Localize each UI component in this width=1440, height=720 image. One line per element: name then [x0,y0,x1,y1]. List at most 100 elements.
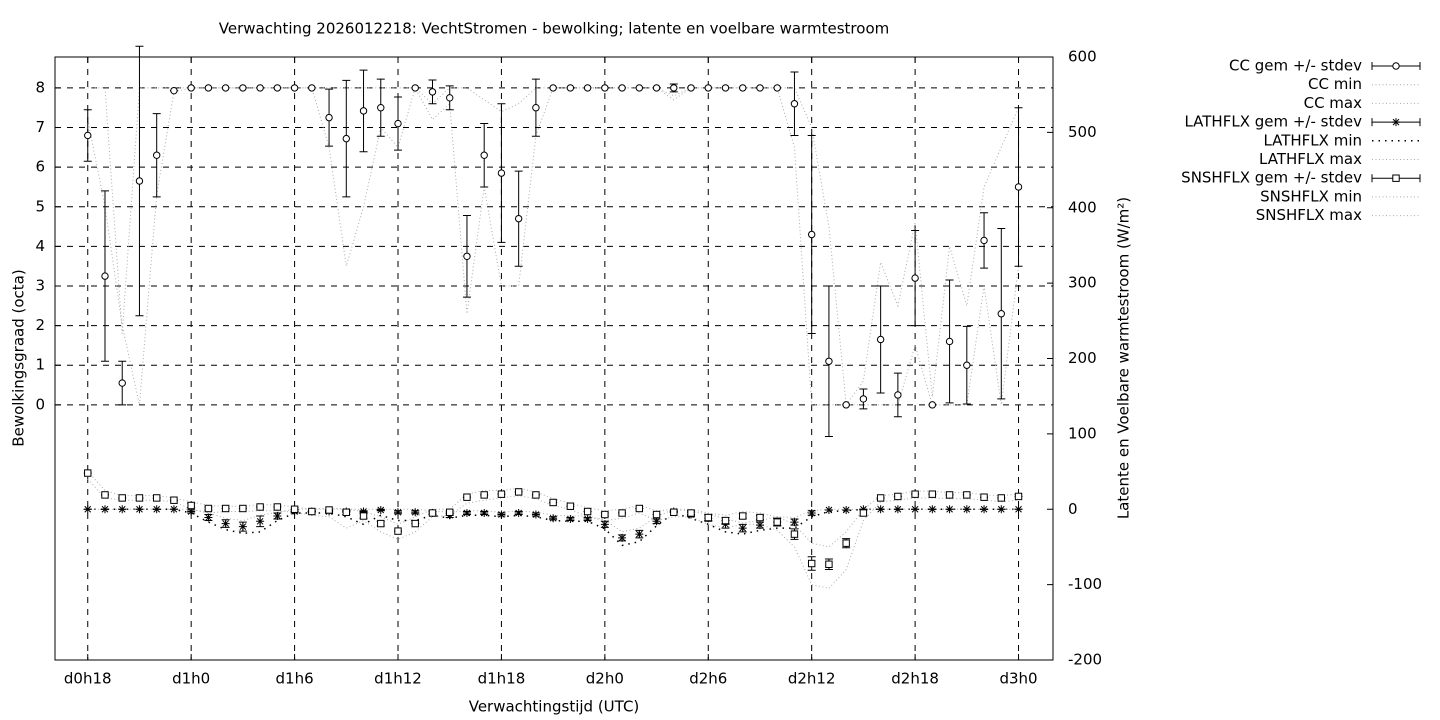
series-line [87,478,1019,589]
marker [963,361,971,369]
y2-tick-label: 300 [1068,274,1097,292]
marker [549,514,558,523]
marker [497,169,506,177]
legend-label: LATHFLX gem +/- stdev [1184,113,1362,131]
marker [618,84,626,92]
marker [618,509,626,517]
marker [101,491,109,499]
marker [514,214,523,223]
marker [980,236,988,245]
x-tick-label: d2h6 [689,670,727,688]
legend-label: CC min [1308,75,1362,93]
marker [204,84,213,92]
marker [739,512,747,520]
marker [411,519,419,528]
marker [359,107,368,115]
marker [411,84,419,92]
legend-marker [1392,62,1400,70]
marker [842,506,851,515]
marker [169,505,178,514]
marker [325,113,333,122]
marker [962,505,971,514]
y-tick-label: 7 [35,118,45,136]
y2-axis-label: Latente en Voelbare warmtestroom (W/m²) [1115,197,1133,519]
marker [652,84,661,92]
marker [256,517,265,526]
marker [135,494,144,502]
marker [635,530,644,539]
marker [308,507,316,516]
y-tick-label: 4 [35,237,45,255]
marker [601,510,609,519]
marker [446,508,454,516]
marker [290,505,299,513]
marker [790,530,799,538]
legend-label: SNSHFLX min [1260,187,1362,205]
y-tick-label: 5 [35,197,45,215]
y-axis-label: Bewolkingsgraad (octa) [10,269,28,446]
y2-tick-label: 100 [1068,424,1097,442]
y-tick-label: 6 [35,158,45,176]
marker [652,510,661,519]
y-tick-label: 8 [35,78,45,96]
marker [377,104,385,112]
marker [1014,505,1023,514]
marker [893,505,902,514]
marker [945,337,954,346]
marker [670,508,678,516]
marker [135,177,144,185]
marker [755,521,764,530]
legend-label: CC max [1304,94,1363,112]
marker [187,84,195,92]
marker [204,504,213,513]
marker [601,84,609,92]
x-tick-label: d2h12 [788,670,836,688]
x-tick-label: d1h6 [276,670,314,688]
marker [583,515,592,524]
marker [273,503,282,511]
marker [635,504,644,513]
marker [480,151,488,159]
y-tick-label: 0 [35,395,45,413]
x-tick-label: d1h18 [478,670,526,688]
marker [497,490,506,498]
marker [463,493,471,501]
marker [721,520,730,529]
marker [84,131,92,140]
marker [308,84,316,92]
marker [928,505,937,514]
y2-tick-label: -200 [1068,651,1102,669]
marker [790,518,799,527]
marker [83,505,92,514]
marker [359,507,368,516]
legend-label: LATHFLX max [1259,150,1362,168]
marker [566,84,575,92]
x-tick-label: d2h18 [891,670,939,688]
marker [497,510,506,519]
marker [359,512,368,520]
marker [963,491,971,499]
legend-label: SNSHFLX gem +/- stdev [1181,169,1362,187]
marker [463,252,471,260]
marker [187,501,195,510]
marker [531,510,540,519]
marker [446,94,454,102]
marker [894,492,902,501]
marker [773,84,781,92]
marker [549,498,557,507]
y2-tick-label: 500 [1068,123,1097,141]
x-tick-label: d0h18 [64,670,112,688]
marker [514,509,523,518]
marker [394,508,403,517]
marker [945,505,954,514]
y2-tick-label: 400 [1068,198,1097,216]
marker [480,491,488,499]
marker [670,84,678,92]
marker [221,504,230,513]
marker [84,469,92,477]
marker [566,502,575,510]
x-tick-label: d1h12 [374,670,422,688]
marker [635,84,644,92]
plot-area [83,45,1023,589]
